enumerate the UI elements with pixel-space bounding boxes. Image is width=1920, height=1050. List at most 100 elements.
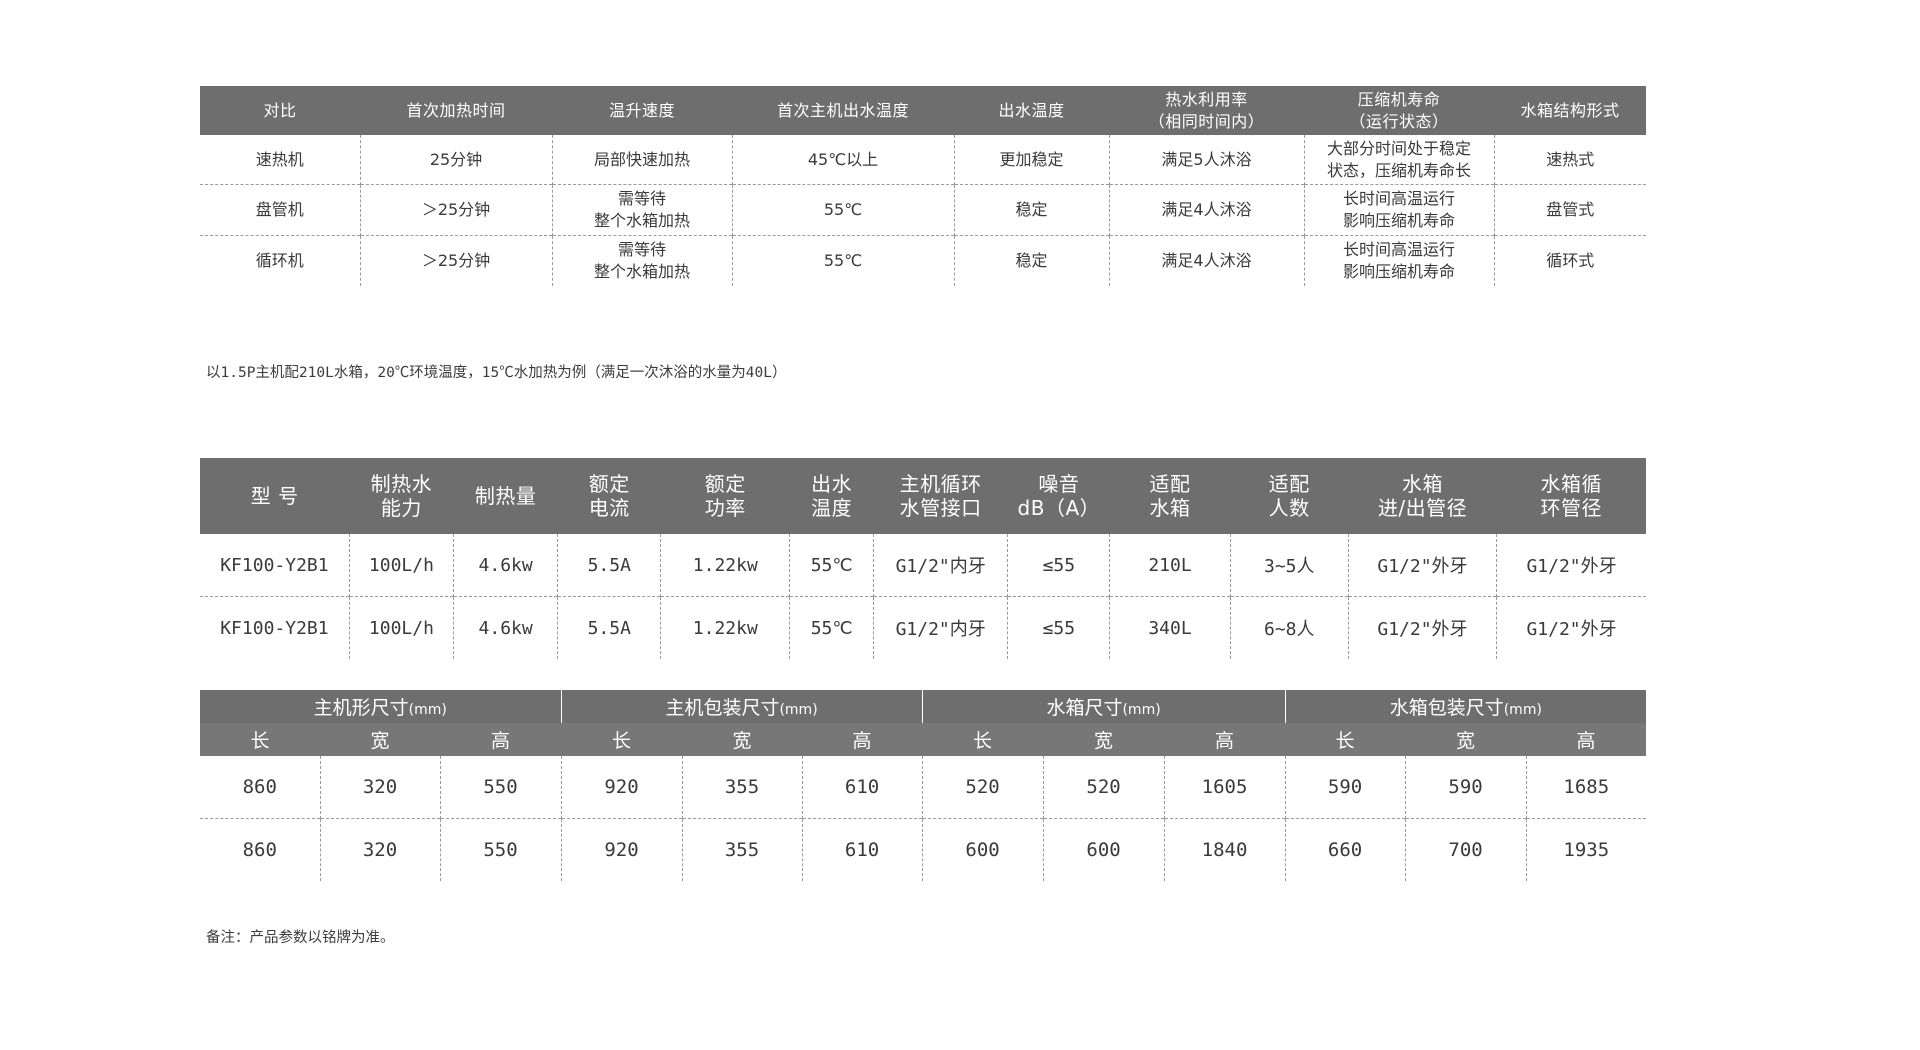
header-line1: 适配 xyxy=(1268,471,1310,496)
cell-text-line2: 整个水箱加热 xyxy=(593,262,690,281)
header-line2: 水箱 xyxy=(1149,496,1191,520)
cell-text-line1: 需等待 xyxy=(617,189,666,209)
dimension-subheader-cell: 宽 xyxy=(320,723,440,756)
group-unit: (mm) xyxy=(1122,702,1161,718)
cell-text: 55℃ xyxy=(823,200,863,220)
dimension-cell: 600 xyxy=(921,818,1044,881)
cell-circulation-pipe: G1/2"内牙 xyxy=(873,596,1008,659)
cell-noise: ≤55 xyxy=(1007,534,1110,597)
cell-tank-in-out-pipe: G1/2"外牙 xyxy=(1347,534,1497,597)
spec-row: KF100-Y2B1 100L/h 4.6kw 5.5A 1.22kw 55℃ … xyxy=(200,596,1646,659)
cell-text: 盘管式 xyxy=(1546,200,1595,220)
dimension-cell: 920 xyxy=(560,756,683,819)
group-label: 主机形尺寸 xyxy=(313,697,409,719)
cell-outlet-temp: 更加稳定 xyxy=(953,135,1109,185)
cell-text: 稳定 xyxy=(1015,200,1048,220)
comparison-header-cell: 压缩机寿命 （运行状态） xyxy=(1304,86,1494,135)
header-line2: 人数 xyxy=(1268,496,1310,520)
spec-row: KF100-Y2B1 100L/h 4.6kw 5.5A 1.22kw 55℃ … xyxy=(200,534,1646,597)
cell-type: 速热机 xyxy=(200,135,360,185)
header-line2: 功率 xyxy=(704,496,746,520)
comparison-header-cell: 热水利用率 （相同时间内） xyxy=(1109,86,1304,135)
dimension-row: 860 320 550 920 355 610 600 600 1840 660… xyxy=(200,818,1647,881)
dimension-subheader-cell: 宽 xyxy=(1043,723,1165,756)
cell-tank-structure: 循环式 xyxy=(1493,235,1646,286)
group-unit: (mm) xyxy=(779,702,818,718)
dimension-table: 主机形尺寸(mm) 主机包装尺寸(mm) 水箱尺寸(mm) 水箱包装尺寸(mm)… xyxy=(200,690,1647,881)
comparison-row: 盘管机 ＞25分钟 需等待 整个水箱加热 55℃ 稳定 xyxy=(200,184,1646,236)
header-line1: 首次加热时间 xyxy=(406,100,506,120)
cell-text-line2: 状态，压缩机寿命长 xyxy=(1326,160,1471,180)
header-line1: 对比 xyxy=(263,100,297,120)
spec-header-cell-noise: 噪音 dB（A） xyxy=(1007,458,1110,534)
cell-hot-water-rate: 满足4人沐浴 xyxy=(1108,235,1304,286)
cell-first-heat-time: ＞25分钟 xyxy=(359,184,552,236)
cell-compressor-life: 大部分时间处于稳定 状态，压缩机寿命长 xyxy=(1303,135,1494,185)
dimension-cell: 550 xyxy=(439,818,562,881)
dimension-subheader-cell: 高 xyxy=(440,723,562,756)
cell-text: 盘管机 xyxy=(255,200,304,220)
dimension-group-tank-size: 水箱尺寸(mm) xyxy=(921,690,1286,723)
dimension-cell: 550 xyxy=(439,756,562,819)
cell-temp-rise: 需等待 整个水箱加热 xyxy=(551,184,732,236)
dimension-subheader-cell: 高 xyxy=(802,723,923,756)
cell-text: ＞25分钟 xyxy=(421,251,491,271)
cell-heating-capacity: 4.6kw xyxy=(453,596,558,659)
dimension-group-unit-size: 主机形尺寸(mm) xyxy=(200,690,562,723)
cell-type: 盘管机 xyxy=(200,184,360,236)
spec-header-cell-tank-in-out-pipe: 水箱 进/出管径 xyxy=(1348,458,1497,534)
group-label: 水箱尺寸 xyxy=(1046,697,1123,719)
cell-compressor-life: 长时间高温运行 影响压缩机寿命 xyxy=(1303,235,1494,286)
header-line1: 型 号 xyxy=(250,483,299,508)
cell-heating-water-capacity: 100L/h xyxy=(348,596,454,659)
header-line1: 适配 xyxy=(1149,471,1191,496)
cell-noise: ≤55 xyxy=(1007,596,1110,659)
cell-model: KF100-Y2B1 xyxy=(220,554,329,576)
header-line1: 水箱循 xyxy=(1540,471,1603,496)
spec-header-cell-outlet-temp: 出水 温度 xyxy=(789,458,874,534)
cell-text-line2: 整个水箱加热 xyxy=(593,211,690,230)
cell-compressor-life: 长时间高温运行 影响压缩机寿命 xyxy=(1303,184,1494,236)
header-line2: 环管径 xyxy=(1540,496,1603,520)
cell-circulation-pipe: G1/2"内牙 xyxy=(873,534,1008,597)
cell-text: 满足4人沐浴 xyxy=(1161,251,1252,271)
cell-text: 满足5人沐浴 xyxy=(1161,149,1252,169)
dimension-subheader-cell: 长 xyxy=(922,723,1044,756)
group-label: 水箱包装尺寸 xyxy=(1389,697,1504,719)
footer-note: 备注：产品参数以铭牌为准。 xyxy=(206,930,395,946)
dimension-cell: 700 xyxy=(1404,818,1527,881)
dimension-cell: 520 xyxy=(921,756,1044,819)
cell-text: 更加稳定 xyxy=(999,149,1064,169)
group-unit: (mm) xyxy=(408,702,447,718)
cell-heating-water-capacity: 100L/h xyxy=(348,534,454,597)
cell-first-outlet-temp: 55℃ xyxy=(731,235,954,286)
spec-header-cell-model: 型 号 xyxy=(200,458,350,534)
cell-first-outlet-temp: 45℃以上 xyxy=(731,135,954,185)
header-line1: 温升速度 xyxy=(608,100,675,120)
dimension-cell: 920 xyxy=(560,818,683,881)
header-line1: 出水 xyxy=(811,471,853,496)
comparison-header-cell: 温升速度 xyxy=(552,86,732,135)
comparison-header-cell: 出水温度 xyxy=(954,86,1109,135)
dimension-subheader-cell: 宽 xyxy=(682,723,803,756)
cell-text-line1: 长时间高温运行 xyxy=(1342,240,1455,260)
dimension-sub-header-row: 长 宽 高 长 宽 高 长 宽 高 长 宽 高 xyxy=(200,723,1647,756)
header-line2: dB（A） xyxy=(1017,496,1101,520)
cell-hot-water-rate: 满足5人沐浴 xyxy=(1108,135,1304,185)
header-line1: 热水利用率 xyxy=(1165,89,1248,109)
cell-text: 速热机 xyxy=(255,149,304,169)
cell-text-line1: 长时间高温运行 xyxy=(1342,189,1455,209)
cell-first-outlet-temp: 55℃ xyxy=(731,184,954,236)
dimension-cell: 610 xyxy=(801,756,923,819)
spec-header-cell-heating-water-capacity: 制热水 能力 xyxy=(349,458,454,534)
cell-text: 55℃ xyxy=(823,251,863,271)
cell-outlet-temp: 稳定 xyxy=(953,235,1109,286)
cell-text-line1: 需等待 xyxy=(617,240,666,260)
dimension-cell: 660 xyxy=(1284,818,1406,881)
spec-header-cell-heating-capacity: 制热量 xyxy=(453,458,558,534)
dimension-subheader-cell: 宽 xyxy=(1405,723,1527,756)
cell-type: 循环机 xyxy=(200,235,360,286)
header-line1: 水箱 xyxy=(1401,471,1443,496)
spec-header-cell-rated-power: 额定 功率 xyxy=(660,458,790,534)
header-line2: 进/出管径 xyxy=(1377,496,1468,520)
